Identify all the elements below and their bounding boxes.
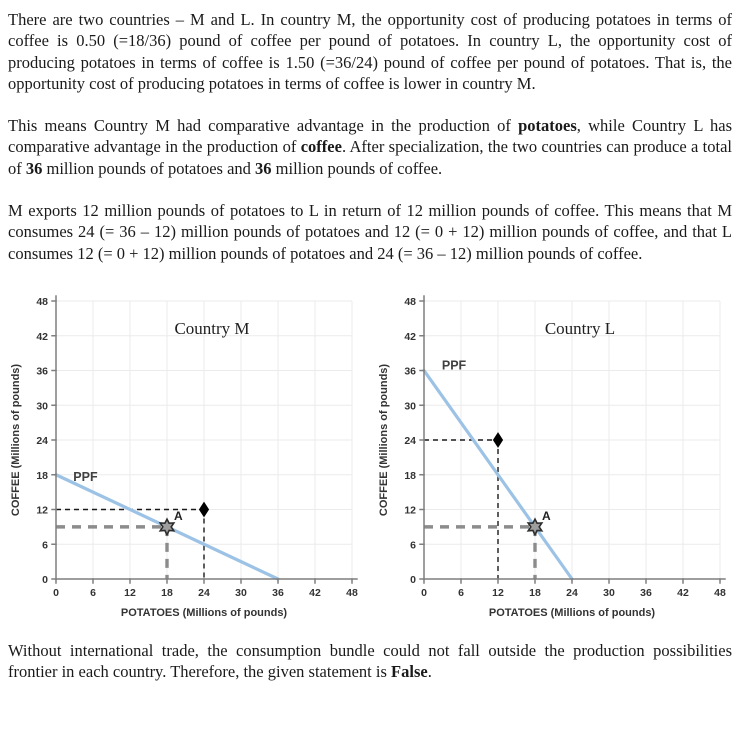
consumption-point-marker <box>492 431 504 448</box>
ppf-label: PPF <box>442 358 467 372</box>
text-run-bold: potatoes <box>518 116 577 136</box>
y-tick-label: 0 <box>42 574 48 586</box>
x-axis-title: POTATOES (Millions of pounds) <box>489 607 656 619</box>
chart-title: Country M <box>174 319 249 338</box>
x-tick-label: 42 <box>677 587 689 599</box>
y-tick-label: 42 <box>36 331 48 343</box>
text-run-bold: 36 <box>25 158 43 178</box>
y-axis-title: COFFEE (Millions of pounds) <box>378 363 390 515</box>
y-tick-label: 6 <box>42 539 48 551</box>
text-run: million pounds of coffee. <box>271 158 443 178</box>
text-run-bold: False <box>391 662 428 682</box>
x-tick-label: 24 <box>566 587 578 599</box>
charts-row: PPF 0 6 12 18 24 30 36 42 48 0 6 12 18 24 30 36 42 48 A Coun… <box>8 285 732 628</box>
x-tick-label: 42 <box>309 587 321 599</box>
y-tick-label: 6 <box>410 539 416 551</box>
chart-country-l: PPF 0 6 12 18 24 30 36 42 48 0 6 12 18 24 30 36 42 48 A Coun… <box>376 285 732 628</box>
text-run: There are two countries – M and L. In co… <box>8 10 732 93</box>
x-tick-label: 48 <box>346 587 358 599</box>
chart-title: Country L <box>545 319 615 338</box>
y-tick-label: 36 <box>36 365 48 377</box>
chart-country-m-svg: PPF 0 6 12 18 24 30 36 42 48 0 6 12 18 24 30 36 42 48 A Coun… <box>10 295 358 619</box>
y-tick-label: 0 <box>410 574 416 586</box>
y-tick-label: 12 <box>404 504 416 516</box>
text-run: , while Country L has comparative advant… <box>8 116 732 157</box>
text-run: Without international trade, the consump… <box>8 640 732 682</box>
point-label: A <box>542 509 551 523</box>
y-axis-title: COFFEE (Millions of pounds) <box>10 363 22 515</box>
chart-country-m: PPF 0 6 12 18 24 30 36 42 48 0 6 12 18 24 30 36 42 48 A Coun… <box>8 285 364 628</box>
x-tick-label: 0 <box>421 587 427 599</box>
y-tick-label: 12 <box>36 504 48 516</box>
text-run: . After specialization, the two countrie… <box>8 137 732 178</box>
y-tick-label: 42 <box>404 331 416 343</box>
y-tick-label: 18 <box>36 470 48 482</box>
text-run: This means Country M had comparative adv… <box>8 116 519 136</box>
y-tick-label: 48 <box>36 296 48 308</box>
point-a-marker <box>526 517 544 537</box>
paragraph-2: This means Country M had comparative adv… <box>8 115 732 179</box>
x-tick-label: 12 <box>492 587 504 599</box>
x-tick-label: 48 <box>714 587 726 599</box>
ppf-line <box>422 368 574 581</box>
y-tick-label: 24 <box>36 435 48 447</box>
y-tick-label: 36 <box>404 365 416 377</box>
paragraph-4: Without international trade, the consump… <box>8 640 732 683</box>
paragraph-1: There are two countries – M and L. In co… <box>8 9 732 94</box>
document-body: There are two countries – M and L. In co… <box>8 9 732 682</box>
x-tick-label: 18 <box>161 587 173 599</box>
chart-country-l-svg: PPF 0 6 12 18 24 30 36 42 48 0 6 12 18 24 30 36 42 48 A Coun… <box>378 295 726 619</box>
text-run-bold: coffee <box>300 137 342 157</box>
x-axis-title: POTATOES (Millions of pounds) <box>121 607 288 619</box>
x-tick-label: 30 <box>235 587 247 599</box>
y-tick-label: 48 <box>404 296 416 308</box>
text-run: . <box>427 662 432 682</box>
x-tick-label: 6 <box>90 587 96 599</box>
x-tick-label: 0 <box>53 587 59 599</box>
x-tick-label: 6 <box>458 587 464 599</box>
paragraph-3: M exports 12 million pounds of potatoes … <box>8 200 732 264</box>
point-a-marker <box>158 517 176 537</box>
x-tick-label: 18 <box>529 587 541 599</box>
text-run: M exports 12 million pounds of potatoes … <box>8 200 732 263</box>
text-run-bold: 36 <box>255 158 272 178</box>
y-tick-label: 24 <box>404 435 416 447</box>
x-tick-label: 36 <box>272 587 284 599</box>
y-tick-label: 30 <box>36 400 48 412</box>
x-tick-label: 24 <box>198 587 210 599</box>
text-run: million pounds of potatoes and <box>42 158 256 178</box>
y-tick-label: 30 <box>404 400 416 412</box>
consumption-point-marker <box>198 501 210 518</box>
x-tick-label: 36 <box>640 587 652 599</box>
y-tick-label: 18 <box>404 470 416 482</box>
x-tick-label: 30 <box>603 587 615 599</box>
point-label: A <box>174 509 183 523</box>
ppf-label: PPF <box>73 470 98 484</box>
x-tick-label: 12 <box>124 587 136 599</box>
